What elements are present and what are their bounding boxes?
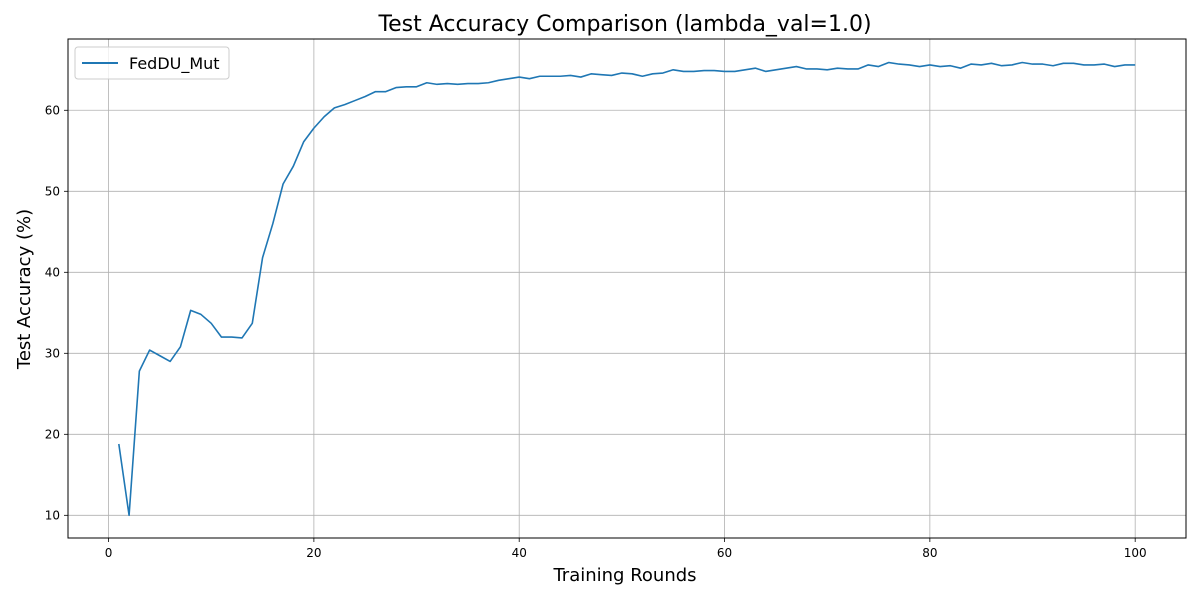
x-tick-label: 100 [1124,546,1147,560]
series-layer [118,61,1136,517]
y-axis-label: Test Accuracy (%) [14,209,35,370]
series-line-feddu-mut [118,61,1136,517]
x-axis-label: Training Rounds [552,565,696,586]
y-tick-label: 50 [45,184,60,198]
x-tick-label: 40 [512,546,527,560]
x-tick-label: 60 [717,546,732,560]
plot-area [67,38,1187,539]
y-tick-label: 40 [45,265,60,279]
chart-title: Test Accuracy Comparison (lambda_val=1.0… [377,12,871,37]
legend-box [74,46,230,80]
x-tick-label: 20 [306,546,321,560]
legend: FedDU_Mut [74,46,230,80]
grid-lines [68,39,1186,538]
y-tick-label: 10 [45,508,60,522]
y-tick-label: 60 [45,103,60,117]
legend-label-feddu-mut: FedDU_Mut [129,54,220,74]
x-tick-label: 80 [922,546,937,560]
y-tick-label: 30 [45,346,60,360]
y-tick-label: 20 [45,427,60,441]
x-tick-label: 0 [105,546,113,560]
axis-ticks: 0 20 40 60 80 100 10 20 30 40 50 60 [45,103,1147,560]
